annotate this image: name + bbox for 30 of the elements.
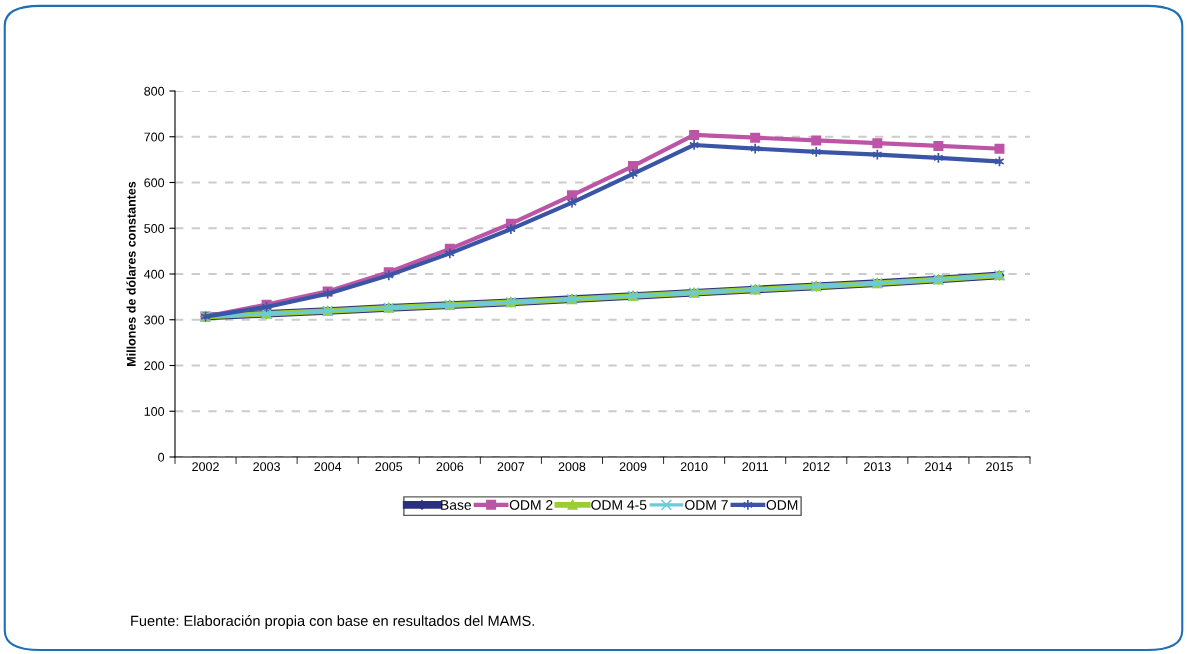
y-tick-label: 400 xyxy=(144,269,165,279)
x-tick-label: 2004 xyxy=(314,462,342,472)
y-tick-label: 500 xyxy=(144,224,165,233)
x-tick-label: 2008 xyxy=(558,462,586,472)
y-tick-label: 200 xyxy=(144,361,165,371)
x-tick-label: 2002 xyxy=(192,462,219,472)
legend-label: ODM 2 xyxy=(509,500,553,510)
x-tick-label: 2003 xyxy=(253,462,280,472)
y-tick-label: 0 xyxy=(158,452,165,462)
legend-label: Base xyxy=(441,500,472,510)
legend-label: ODM xyxy=(766,500,798,510)
y-axis-title: Millones de dólares constantes xyxy=(126,181,136,366)
y-tick-label: 800 xyxy=(144,86,165,96)
x-tick-label: 2013 xyxy=(864,462,891,472)
y-tick-label: 700 xyxy=(144,132,165,142)
x-tick-label: 2012 xyxy=(802,462,830,472)
x-tick-label: 2015 xyxy=(986,462,1013,472)
x-tick-label: 2011 xyxy=(742,462,769,472)
source-note: Fuente: Elaboración propia con base en resultados del MAMS. xyxy=(131,615,534,629)
x-tick-label: 2014 xyxy=(925,462,952,472)
x-tick-label: 2007 xyxy=(497,462,525,472)
x-tick-label: 2005 xyxy=(375,462,403,472)
x-tick-label: 2006 xyxy=(436,462,464,472)
x-tick-label: 2010 xyxy=(680,462,708,472)
legend-label: ODM 4-5 xyxy=(591,500,647,510)
legend-label: ODM 7 xyxy=(685,500,728,510)
y-tick-label: 100 xyxy=(144,407,165,416)
y-tick-label: 300 xyxy=(144,315,165,325)
x-tick-label: 2009 xyxy=(619,462,647,472)
y-tick-label: 600 xyxy=(144,178,165,188)
